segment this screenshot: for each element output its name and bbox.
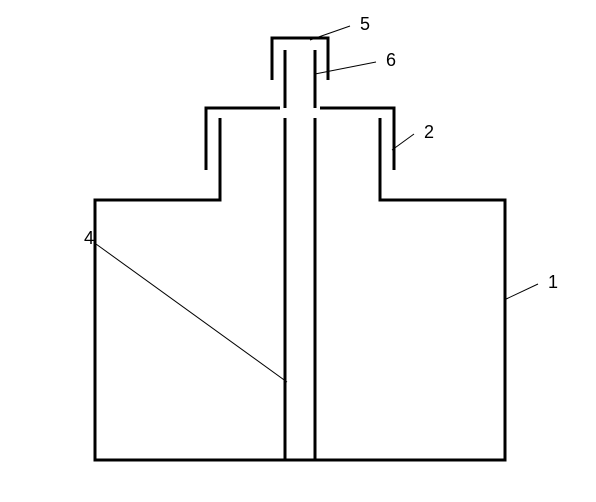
inner-tube-lower bbox=[285, 118, 315, 460]
cap-small bbox=[272, 38, 328, 80]
label-6: 6 bbox=[386, 50, 396, 70]
label-5: 5 bbox=[360, 14, 370, 34]
cap-large-right bbox=[320, 108, 394, 170]
label-1: 1 bbox=[548, 272, 558, 292]
label-2: 2 bbox=[424, 122, 434, 142]
leader-line-l1 bbox=[504, 284, 538, 300]
outer-body bbox=[95, 118, 505, 460]
leader-line-l5 bbox=[310, 26, 350, 40]
leader-line-l4 bbox=[96, 244, 287, 382]
cap-large-left bbox=[206, 108, 280, 170]
label-4: 4 bbox=[84, 228, 94, 248]
leader-line-l6 bbox=[315, 62, 376, 74]
